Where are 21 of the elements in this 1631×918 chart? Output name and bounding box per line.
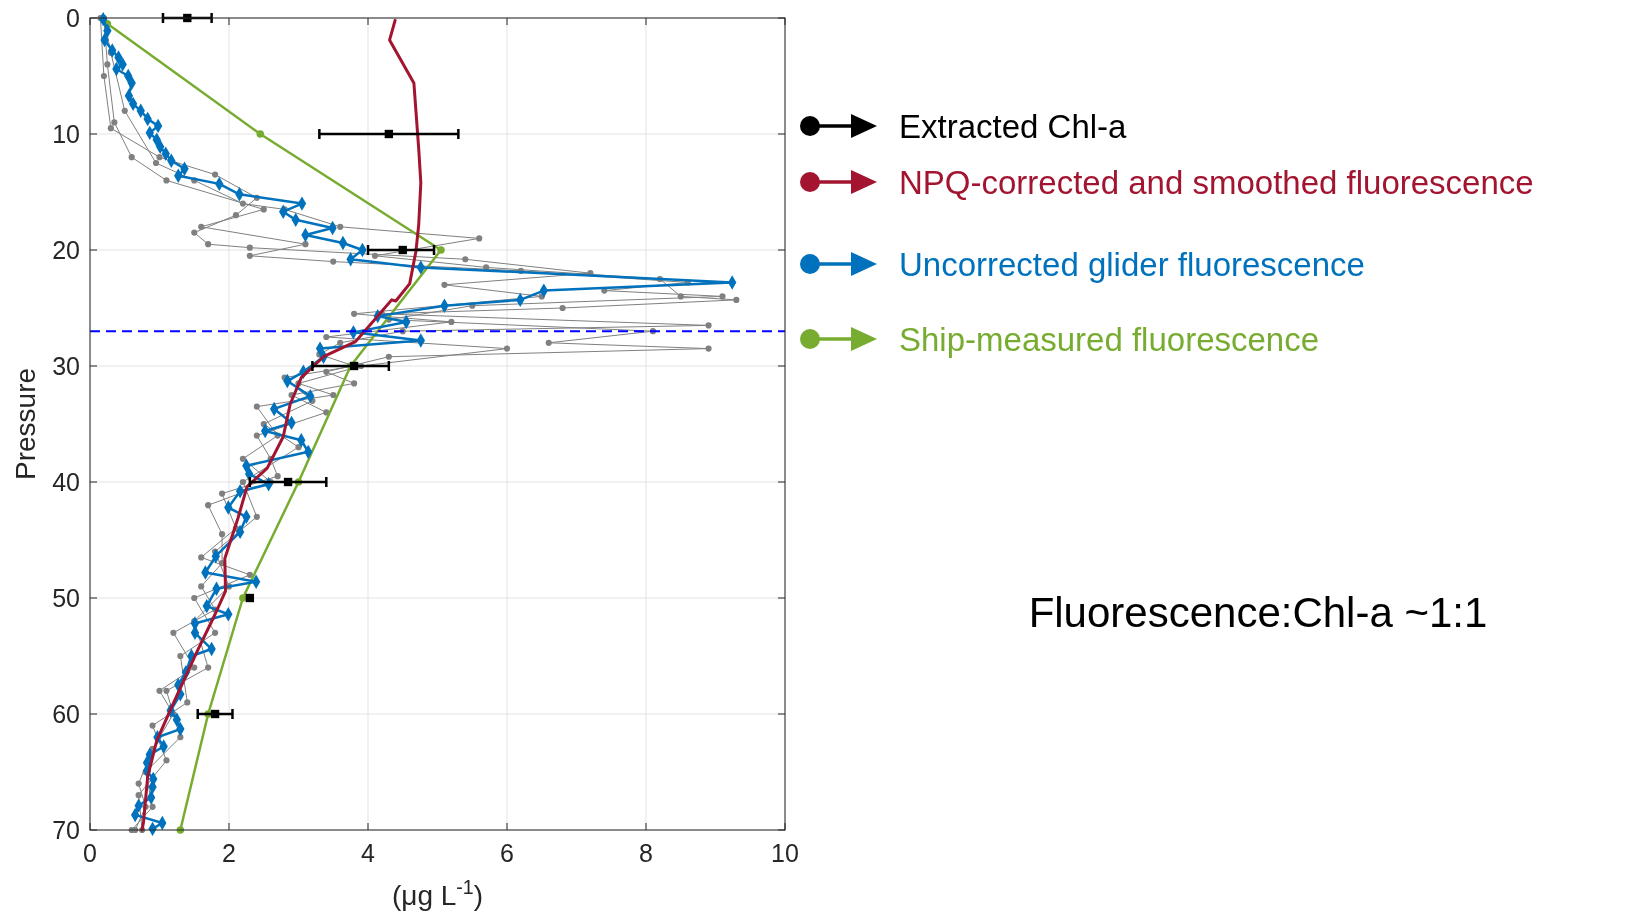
y-tick-label: 30	[52, 351, 80, 380]
x-tick-label: 4	[361, 839, 376, 867]
y-tick-label: 40	[52, 467, 80, 496]
legend-label: Uncorrected glider fluorescence	[899, 245, 1365, 283]
x-tick-label: 6	[500, 839, 514, 867]
y-tick-label: 60	[52, 699, 80, 728]
y-tick-label: 0	[66, 3, 80, 32]
legend-label: Ship-measured fluorescence	[899, 320, 1320, 358]
x-tick-label: 8	[639, 839, 653, 867]
y-tick-label: 50	[52, 583, 80, 612]
legend-label: NPQ-corrected and smoothed fluorescence	[899, 163, 1534, 201]
legend-label: Extracted Chl-a	[899, 107, 1128, 145]
text: Fluorescence:Chl-a ~1:1	[1028, 588, 1488, 636]
x-tick-label: 2	[222, 839, 236, 867]
x-axis-title: (μg L$^{-1}$)	[391, 876, 484, 911]
x-tick-label: 10	[771, 839, 799, 867]
y-tick-label: 70	[52, 815, 80, 844]
y-tick-label: 10	[52, 119, 80, 148]
y-axis-title: Pressure	[10, 367, 41, 481]
x-tick-label: 0	[83, 839, 97, 867]
y-tick-label: 20	[52, 235, 80, 264]
